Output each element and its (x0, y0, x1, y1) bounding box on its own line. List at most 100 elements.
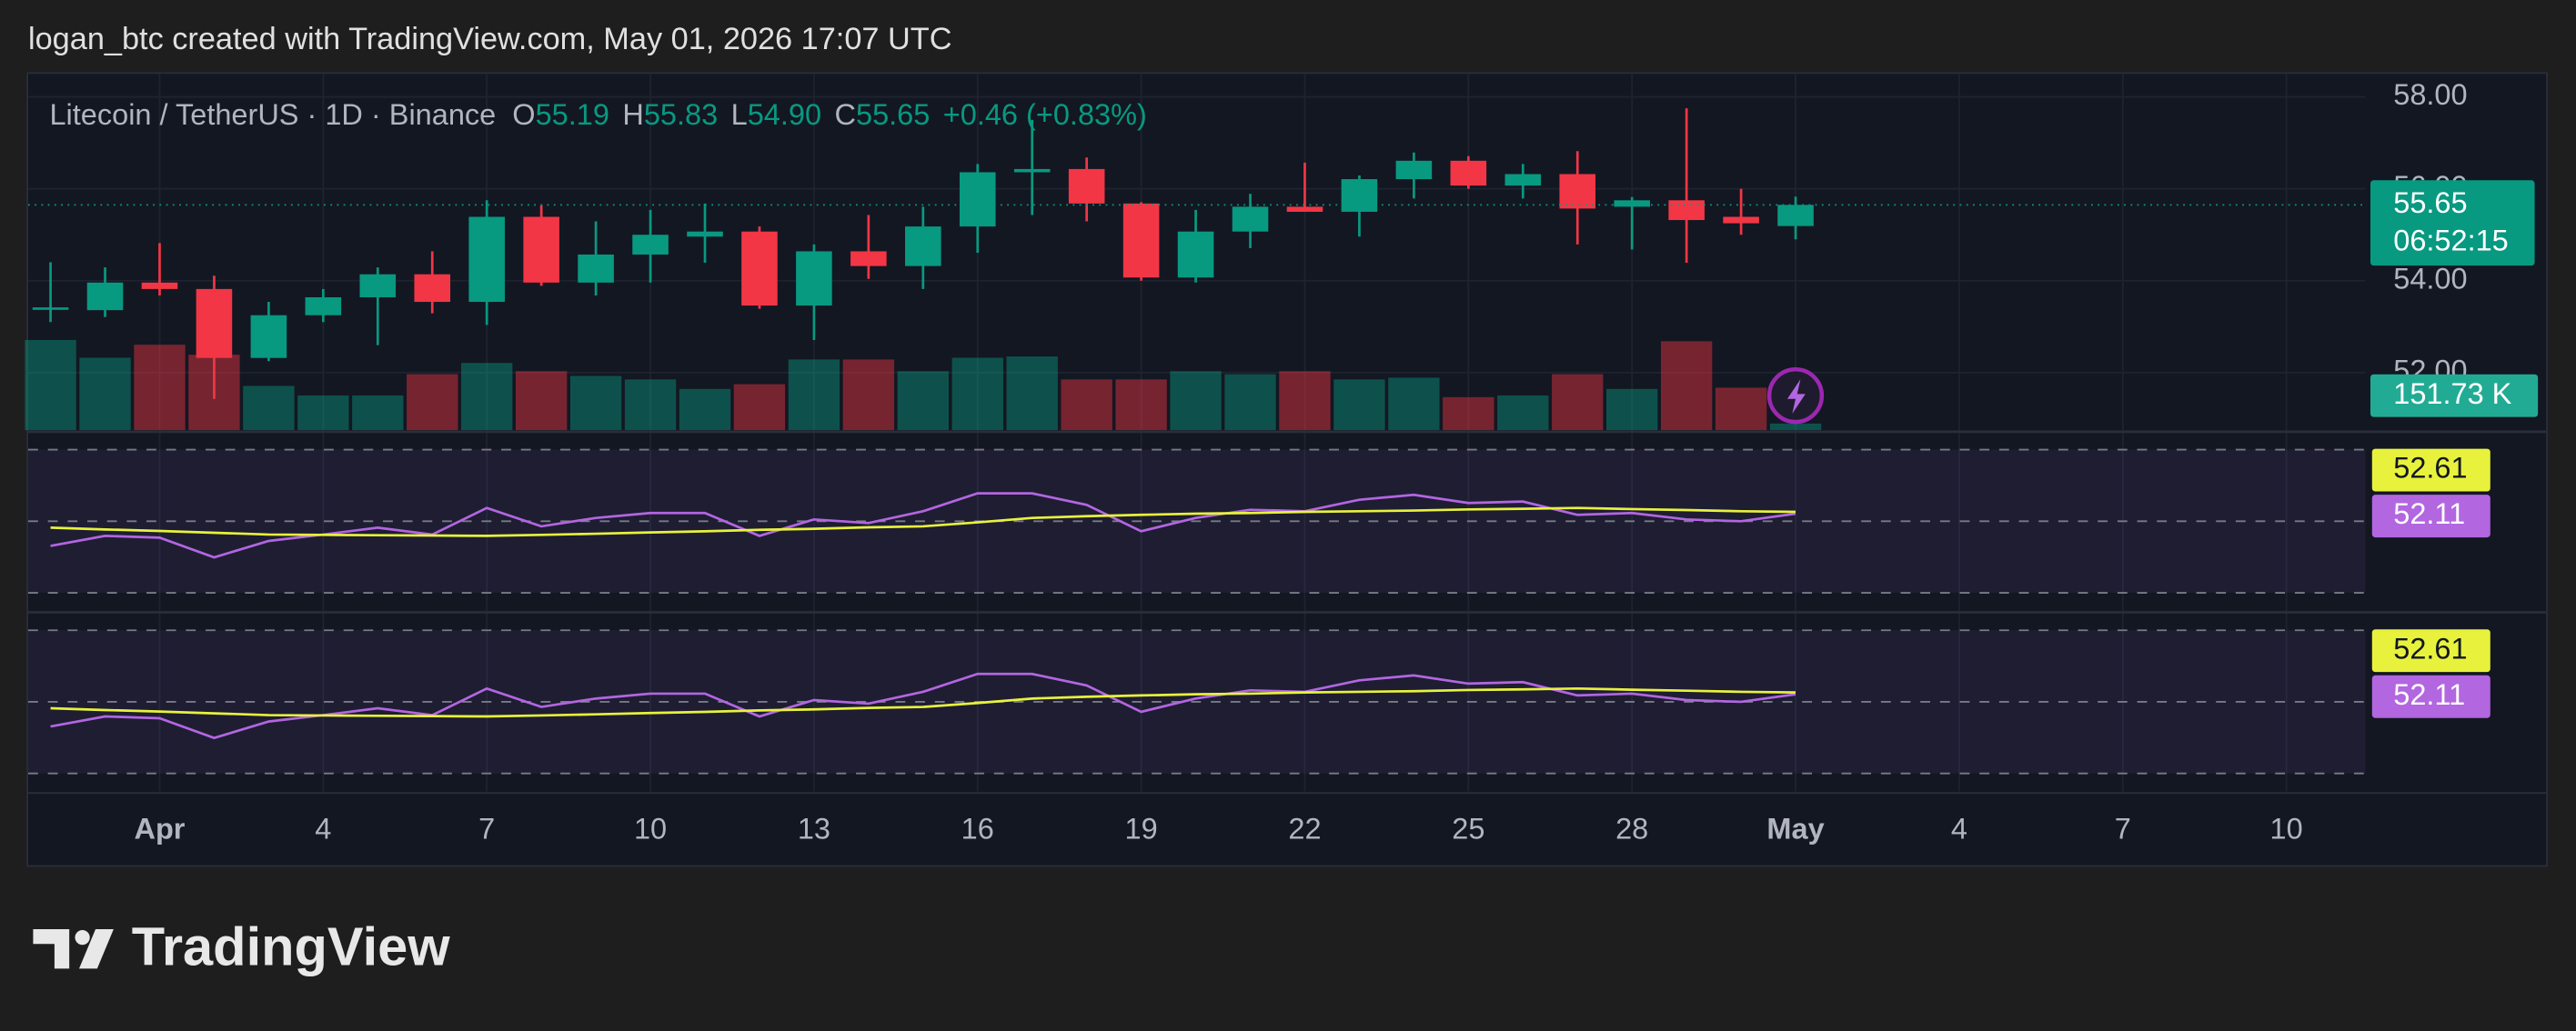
volume-bar (1443, 396, 1494, 431)
x-tick-label: Apr (134, 812, 185, 845)
x-tick-label: 7 (478, 812, 495, 845)
x-tick-label: 10 (2270, 812, 2303, 845)
volume-bar (461, 363, 513, 431)
logo-mark (78, 929, 114, 969)
indicator-label-box (2371, 448, 2490, 492)
volume-bar (569, 375, 622, 431)
volume-bar (1660, 341, 1713, 431)
logo-mark (75, 929, 90, 946)
candle-body (1395, 160, 1433, 180)
candle-body (1668, 200, 1705, 221)
volume-bar (79, 357, 131, 431)
candle-body (1286, 206, 1323, 212)
indicator-label: 52.61 (2393, 452, 2467, 485)
volume-bar (1552, 374, 1604, 431)
candle-body (32, 307, 69, 310)
candle-body (141, 282, 178, 289)
last-price-box (2370, 180, 2535, 266)
candle-body (1614, 200, 1650, 207)
candle-body (1777, 205, 1814, 226)
logo-mark (33, 929, 70, 969)
indicator-label: 52.11 (2393, 678, 2465, 711)
ohlc-value: 54.90 (748, 98, 821, 131)
legend: Litecoin / TetherUS · 1D · Binance O55.19… (49, 98, 1146, 131)
ohlc-key: L (731, 98, 748, 131)
volume-bar (1115, 379, 1167, 431)
y-tick-label: 58.00 (2393, 78, 2467, 111)
countdown-label: 06:52:15 (2393, 224, 2509, 256)
candle-body (1559, 174, 1596, 209)
volume-bar (842, 359, 895, 431)
candle-body (578, 254, 614, 283)
y-tick-label: 54.00 (2393, 262, 2467, 295)
volume-bar (679, 388, 731, 431)
volume-bar (1006, 356, 1058, 431)
x-tick-label: May (1766, 812, 1824, 845)
x-tick-label: 4 (1951, 812, 1967, 845)
candle-body (959, 172, 996, 227)
x-tick-label: 22 (1288, 812, 1321, 845)
volume-bar (134, 345, 186, 431)
alert-icon-bolt (1786, 379, 1806, 415)
volume-bar (624, 379, 677, 431)
candle-body (1341, 179, 1378, 212)
volume-bar (243, 385, 295, 431)
volume-bar (733, 384, 786, 431)
ohlc-key: C (835, 98, 856, 131)
volume-bar (788, 359, 840, 431)
volume-bar (1224, 374, 1276, 431)
volume-label: 151.73 K (2393, 377, 2511, 410)
volume-label-box (2370, 374, 2539, 417)
candle-body (905, 226, 941, 266)
candle-body (1723, 216, 1759, 224)
volume-bar (1497, 395, 1549, 431)
indicator-line (50, 672, 1796, 740)
x-tick-label: 28 (1615, 812, 1648, 845)
ohlc-value: 55.19 (536, 98, 609, 131)
candle-body (687, 231, 723, 237)
x-tick-label: 7 (2115, 812, 2131, 845)
indicator-line (50, 686, 1796, 718)
volume-bar (352, 395, 404, 431)
volume-bar (515, 371, 568, 431)
volume-bar (1388, 377, 1440, 431)
candle-body (359, 274, 397, 297)
x-tick-label: 25 (1452, 812, 1484, 845)
volume-bar (897, 371, 949, 431)
indicator-line (50, 506, 1796, 537)
volume-bar (1606, 388, 1658, 431)
volume-bar (1715, 387, 1767, 431)
indicator-label-box (2371, 629, 2490, 673)
candle-body (850, 251, 887, 266)
indicator-label-box (2371, 675, 2490, 718)
indicator-line (50, 492, 1796, 559)
ohlc-value: 55.65 (856, 98, 930, 131)
candle-body (250, 315, 287, 358)
ohlc-value: 55.83 (644, 98, 718, 131)
candle-body (796, 251, 832, 306)
candle-body (741, 231, 778, 306)
candle-body (1504, 174, 1542, 186)
candle-body (1013, 168, 1051, 173)
indicator-label: 52.11 (2393, 497, 2465, 530)
candle-body (523, 216, 559, 283)
x-tick-label: 19 (1125, 812, 1158, 845)
volume-bar (1333, 379, 1385, 431)
x-tick-label: 4 (315, 812, 331, 845)
ohlc-key: H (622, 98, 643, 131)
indicator-label-box (2371, 495, 2490, 538)
ohlc-key: O (512, 98, 535, 131)
indicator-label: 52.61 (2393, 632, 2467, 665)
volume-bar (1279, 371, 1331, 431)
candle-body (468, 216, 505, 303)
volume-bar (407, 374, 458, 431)
volume-bar (1769, 423, 1822, 431)
volume-bar (1061, 379, 1112, 431)
chart: Apr4710131619222528May471058.0056.0054.0… (25, 74, 2547, 845)
candle-body (414, 274, 451, 303)
symbol: Litecoin / TetherUS · 1D · Binance (49, 98, 496, 131)
volume-bar (951, 357, 1003, 431)
candle-body (305, 296, 342, 315)
candle-body (632, 235, 669, 255)
